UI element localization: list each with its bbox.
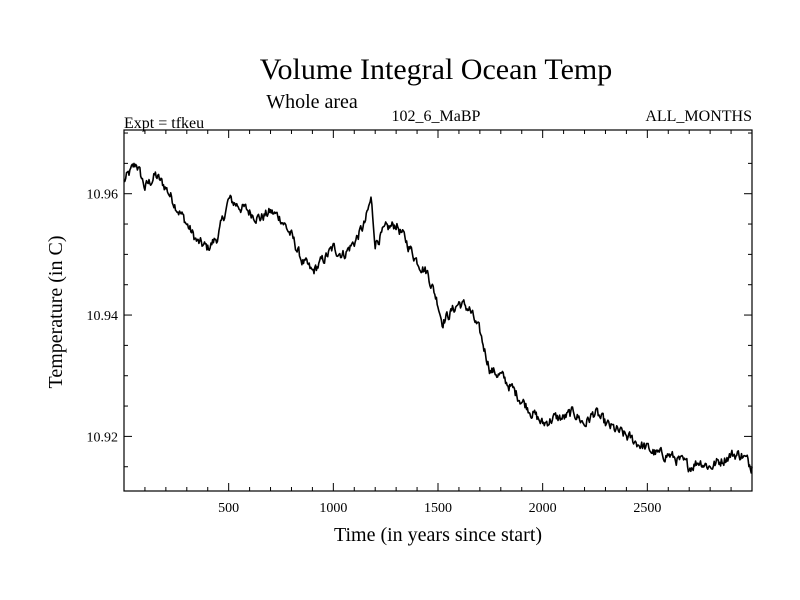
- series-line: [123, 162, 753, 474]
- x-tick-labels: 500 1000 1500 2000 2500: [218, 501, 661, 516]
- x-tick-label: 500: [218, 501, 239, 516]
- x-tick-label: 1000: [319, 501, 347, 516]
- y-axis-label: Temperature (in C): [45, 236, 67, 389]
- months-label: ALL_MONTHS: [645, 108, 752, 125]
- plot-frame: [123, 129, 753, 492]
- chart-title: Volume Integral Ocean Temp: [260, 53, 613, 86]
- experiment-label: Expt = tfkeu: [124, 115, 204, 132]
- x-tick-label: 1500: [424, 501, 452, 516]
- x-tick-label: 2500: [633, 501, 661, 516]
- x-axis-label: Time (in years since start): [334, 524, 542, 546]
- y-tick-label: 10.94: [87, 309, 119, 324]
- y-tick-labels: 10.92 10.94 10.96: [87, 188, 119, 446]
- chart-subtitle: Whole area: [266, 91, 358, 113]
- x-tick-label: 2000: [529, 501, 557, 516]
- axis-ticks: [124, 130, 752, 491]
- y-tick-label: 10.92: [87, 430, 119, 445]
- period-label: 102_6_MaBP: [392, 108, 481, 125]
- y-tick-label: 10.96: [87, 188, 119, 203]
